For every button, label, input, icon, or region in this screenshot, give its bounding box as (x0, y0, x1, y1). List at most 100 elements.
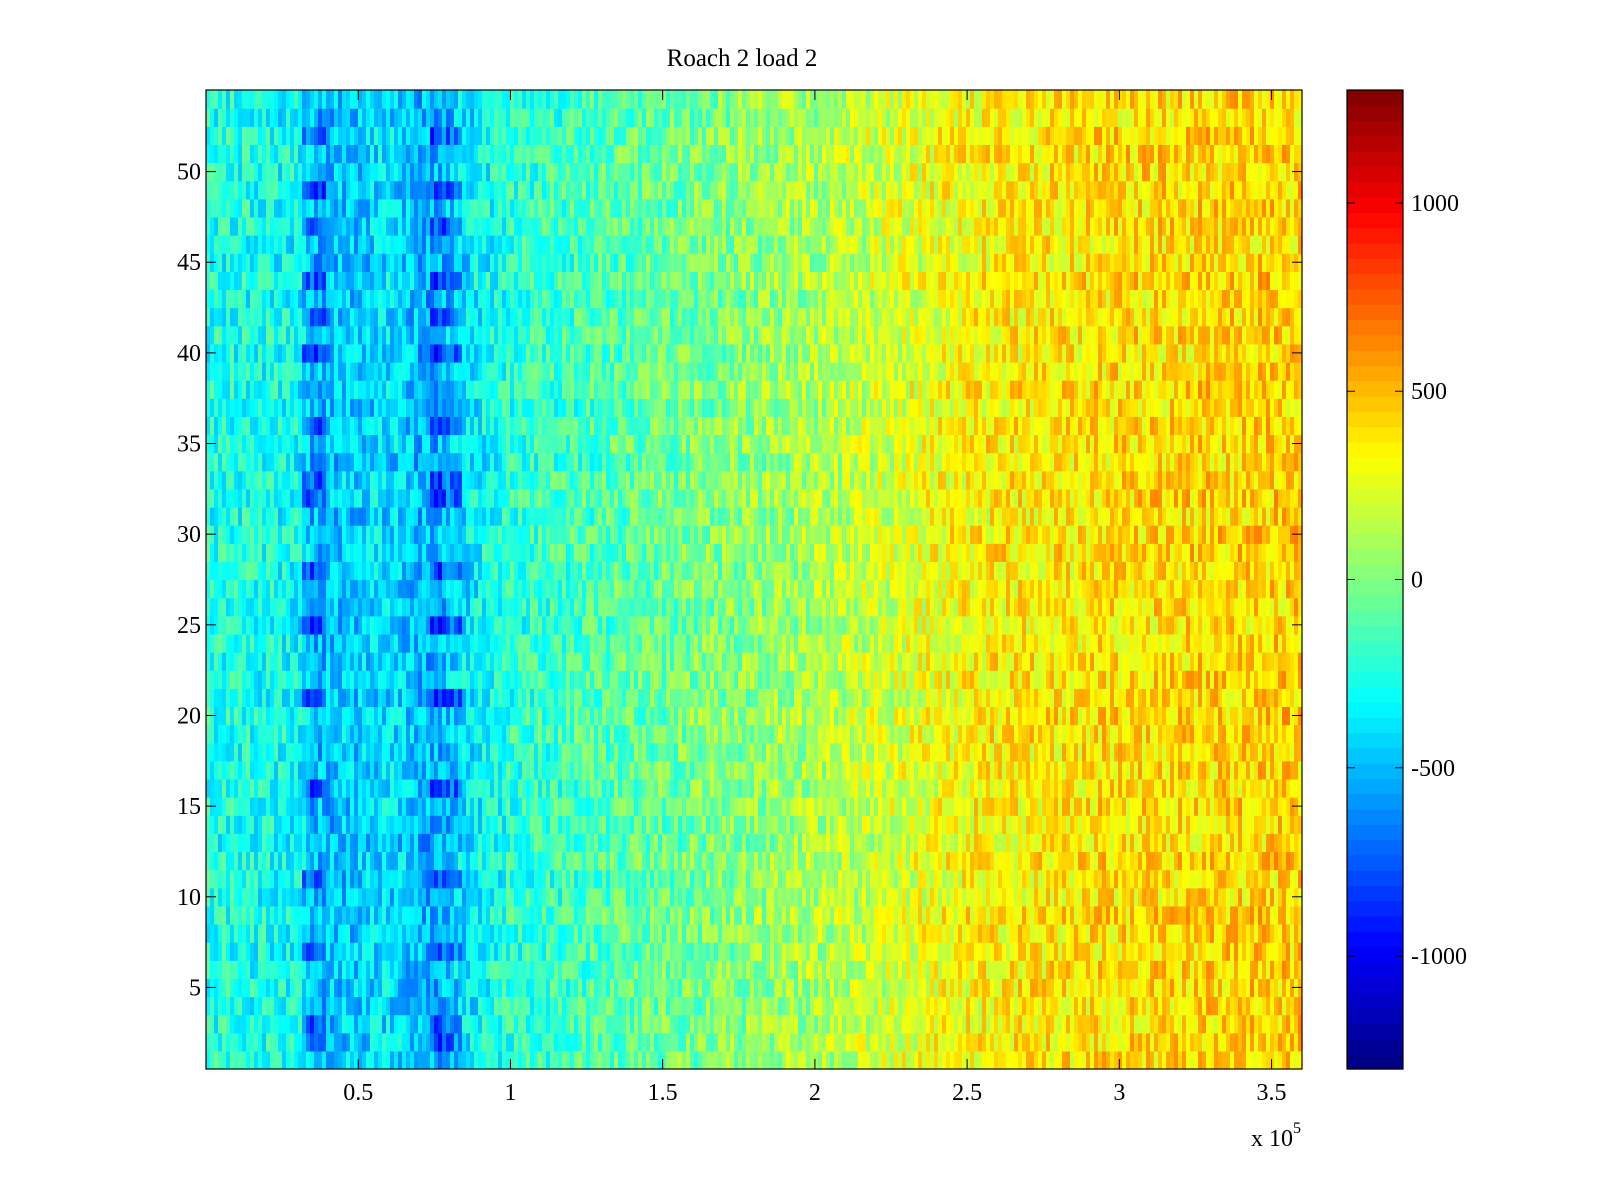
heatmap-cell (926, 797, 931, 816)
heatmap-cell (814, 760, 819, 780)
heatmap-cell (378, 942, 383, 961)
heatmap-cell (838, 1032, 843, 1052)
heatmap-cell (302, 833, 307, 853)
heatmap-cell (402, 960, 407, 979)
heatmap-cell (810, 960, 815, 979)
heatmap-cell (342, 815, 347, 834)
heatmap-cell (230, 887, 235, 907)
heatmap-cell (318, 942, 323, 961)
heatmap-cell (602, 797, 607, 816)
heatmap-cell (942, 815, 947, 834)
heatmap-cell (738, 887, 743, 907)
heatmap-cell (626, 815, 631, 834)
heatmap-cell (562, 960, 567, 979)
heatmap-cell (430, 742, 435, 762)
heatmap-cell (822, 778, 827, 798)
heatmap-cell (282, 724, 287, 744)
heatmap-cell (654, 978, 659, 998)
heatmap-cell (986, 887, 991, 907)
heatmap-cell (1098, 797, 1103, 816)
heatmap-cell (642, 960, 647, 979)
heatmap-cell (430, 923, 435, 943)
heatmap-cell (486, 760, 491, 780)
heatmap-cell (654, 742, 659, 762)
heatmap-cell (314, 978, 319, 998)
heatmap-cell (1166, 942, 1171, 961)
heatmap-cell (502, 742, 507, 762)
heatmap-cell (1162, 942, 1167, 961)
heatmap-cell (298, 760, 303, 780)
heatmap-cell (774, 923, 779, 943)
heatmap-cell (530, 923, 535, 943)
heatmap-cell (758, 942, 763, 961)
heatmap-cell (330, 923, 335, 943)
heatmap-cell (618, 905, 623, 925)
heatmap-cell (910, 978, 915, 998)
heatmap-cell (470, 742, 475, 762)
heatmap-cell (606, 778, 611, 798)
heatmap-cell (1042, 851, 1047, 871)
heatmap-cell (1294, 851, 1299, 871)
heatmap-cell (1238, 942, 1243, 961)
heatmap-cell (1194, 1050, 1199, 1069)
heatmap-cell (354, 905, 359, 925)
heatmap-cell (218, 942, 223, 961)
heatmap-cell (522, 742, 527, 762)
heatmap-cell (486, 887, 491, 907)
heatmap-cell (674, 942, 679, 961)
heatmap-cell (1110, 869, 1115, 889)
heatmap-cell (1014, 978, 1019, 998)
heatmap-cell (898, 887, 903, 907)
heatmap-cell (394, 724, 399, 744)
heatmap-cell (850, 760, 855, 780)
heatmap-cell (1234, 923, 1239, 943)
heatmap-cell (1158, 869, 1163, 889)
heatmap-cell (778, 778, 783, 798)
heatmap-cell (502, 851, 507, 871)
heatmap-cell (834, 1032, 839, 1052)
heatmap-cell (618, 942, 623, 961)
heatmap-cell (1158, 760, 1163, 780)
heatmap-cell (790, 833, 795, 853)
heatmap-cell (266, 960, 271, 979)
heatmap-cell (806, 996, 811, 1016)
heatmap-cell (758, 887, 763, 907)
heatmap-cell (990, 778, 995, 798)
heatmap-cell (330, 851, 335, 871)
heatmap-cell (370, 978, 375, 998)
heatmap-cell (698, 797, 703, 816)
heatmap-cell (530, 869, 535, 889)
heatmap-cell (1142, 996, 1147, 1016)
heatmap-cell (434, 724, 439, 744)
heatmap-cell (1138, 797, 1143, 816)
heatmap-cell (566, 869, 571, 889)
heatmap-cell (1270, 960, 1275, 979)
heatmap-cell (438, 778, 443, 798)
heatmap-cell (994, 942, 999, 961)
heatmap-cell (226, 996, 231, 1016)
heatmap-cell (1002, 1014, 1007, 1034)
heatmap-cell (1014, 851, 1019, 871)
heatmap-cell (966, 869, 971, 889)
heatmap-cell (882, 1014, 887, 1034)
heatmap-cell (914, 905, 919, 925)
heatmap-cell (1250, 1032, 1255, 1052)
heatmap-cell (374, 942, 379, 961)
heatmap-cell (450, 1032, 455, 1052)
heatmap-cell (806, 760, 811, 780)
heatmap-cell (222, 742, 227, 762)
heatmap-cell (826, 996, 831, 1016)
heatmap-cell (526, 760, 531, 780)
heatmap-cell (926, 960, 931, 979)
heatmap-cell (1222, 905, 1227, 925)
heatmap-cell (330, 833, 335, 853)
heatmap-cell (1278, 851, 1283, 871)
heatmap-cell (850, 833, 855, 853)
heatmap-cell (1074, 797, 1079, 816)
heatmap-cell (570, 797, 575, 816)
heatmap-cell (438, 760, 443, 780)
heatmap-cell (570, 760, 575, 780)
heatmap-cell (294, 1050, 299, 1069)
heatmap-cell (798, 905, 803, 925)
heatmap-cell (770, 833, 775, 853)
